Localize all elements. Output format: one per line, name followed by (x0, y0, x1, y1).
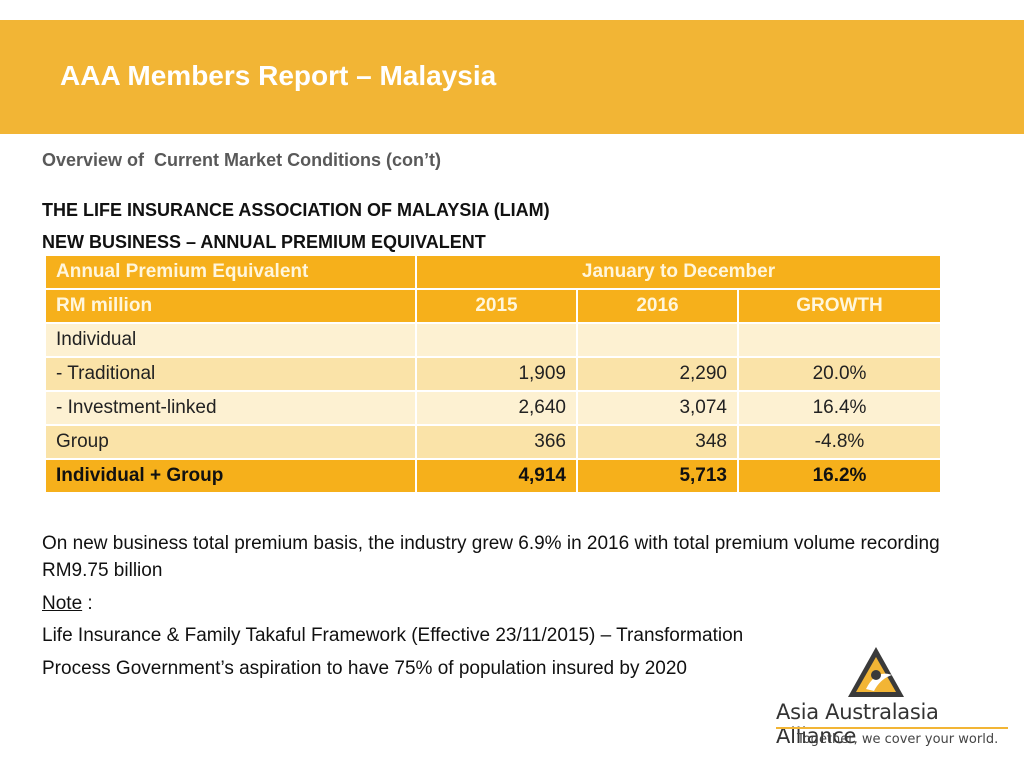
row-label: - Traditional (44, 356, 417, 392)
header-banner: AAA Members Report – Malaysia (0, 20, 1024, 134)
section-subtitle: Overview of Current Market Conditions (c… (42, 150, 442, 170)
page-title: AAA Members Report – Malaysia (60, 60, 497, 91)
cell-2015: 366 (415, 424, 578, 460)
cell-growth: 16.2% (737, 458, 942, 494)
cell-growth: 20.0% (737, 356, 942, 392)
header-cell-2015: 2015 (415, 288, 578, 324)
cell-2016: 5,713 (576, 458, 739, 494)
cell-2016: 348 (576, 424, 739, 460)
table-row: Group 366 348 -4.8% (44, 424, 942, 460)
table-header-row: Annual Premium Equivalent January to Dec… (44, 254, 942, 290)
cell-2016: 3,074 (576, 390, 739, 426)
note-line: Note : (42, 590, 962, 617)
cell-2015: 4,914 (415, 458, 578, 494)
note-suffix: : (82, 593, 93, 614)
logo-divider (776, 727, 1008, 729)
cell-2015: 2,640 (415, 390, 578, 426)
ape-table: Annual Premium Equivalent January to Dec… (44, 254, 942, 494)
cell-2015 (415, 322, 578, 358)
aspiration-line: Process Government’s aspiration to have … (42, 658, 687, 679)
row-label: Individual (44, 322, 417, 358)
table-subheader-row: RM million 2015 2016 GROWTH (44, 288, 942, 324)
row-label: Group (44, 424, 417, 460)
cell-growth: 16.4% (737, 390, 942, 426)
note-label: Note (42, 593, 83, 614)
table-row: - Investment-linked 2,640 3,074 16.4% (44, 390, 942, 426)
header-cell-ape: Annual Premium Equivalent (44, 254, 417, 290)
table-row: - Traditional 1,909 2,290 20.0% (44, 356, 942, 392)
cell-2015: 1,909 (415, 356, 578, 392)
header-cell-unit: RM million (44, 288, 417, 324)
header-cell-period: January to December (415, 254, 942, 290)
cell-2016: 2,290 (576, 356, 739, 392)
table-row: Individual (44, 322, 942, 358)
row-label: - Investment-linked (44, 390, 417, 426)
cell-growth: -4.8% (737, 424, 942, 460)
heading-liam: THE LIFE INSURANCE ASSOCIATION OF MALAYS… (42, 200, 550, 220)
header-cell-2016: 2016 (576, 288, 739, 324)
cell-growth (737, 322, 942, 358)
cell-2016 (576, 322, 739, 358)
framework-line: Life Insurance & Family Takaful Framewor… (42, 625, 744, 646)
top-strip (0, 0, 1024, 20)
heading-new-business: NEW BUSINESS – ANNUAL PREMIUM EQUIVALENT (42, 232, 486, 252)
row-label: Individual + Group (44, 458, 417, 494)
logo-tagline: Together, we cover your world. (797, 732, 999, 747)
table-total-row: Individual + Group 4,914 5,713 16.2% (44, 458, 942, 494)
summary-paragraph: On new business total premium basis, the… (42, 533, 940, 581)
header-cell-growth: GROWTH (737, 288, 942, 324)
aaa-logo-icon (848, 647, 904, 697)
